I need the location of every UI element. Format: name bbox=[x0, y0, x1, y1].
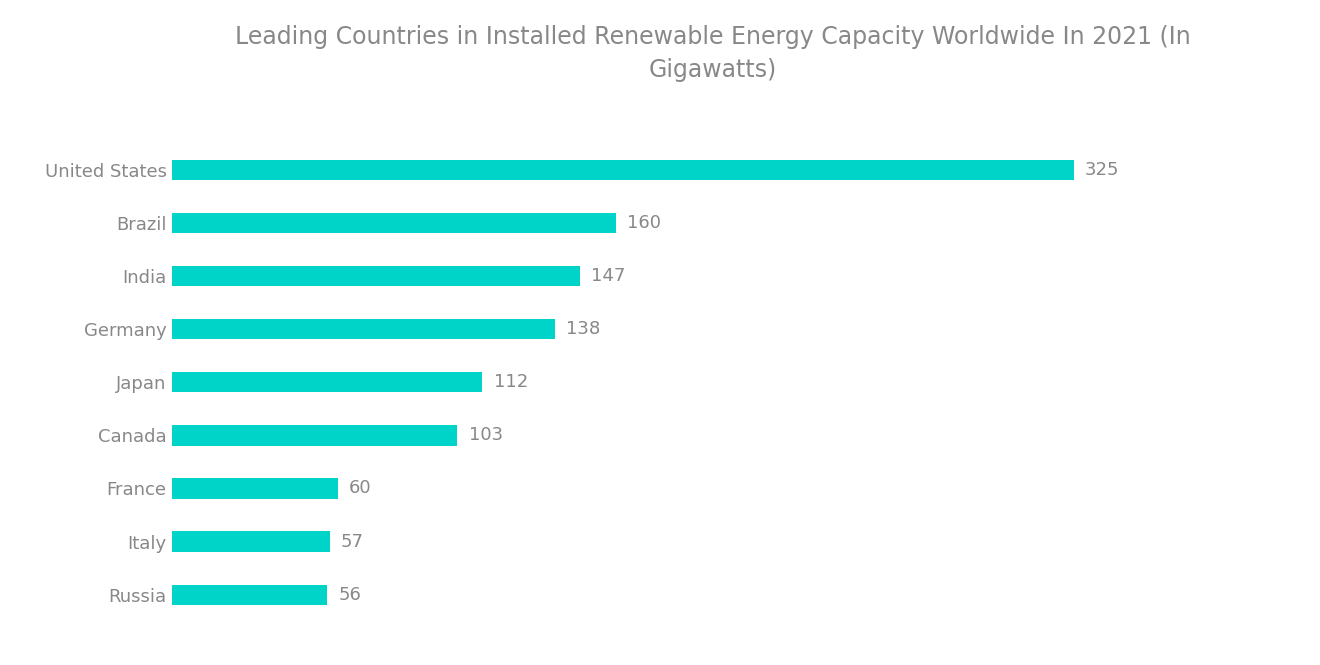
Text: 147: 147 bbox=[590, 267, 626, 285]
Bar bbox=[172, 319, 554, 339]
Bar bbox=[172, 266, 579, 287]
Text: 57: 57 bbox=[341, 533, 364, 551]
Text: 103: 103 bbox=[469, 426, 503, 444]
Title: Leading Countries in Installed Renewable Energy Capacity Worldwide In 2021 (In
G: Leading Countries in Installed Renewable… bbox=[235, 25, 1191, 82]
Bar bbox=[172, 478, 338, 499]
Text: 112: 112 bbox=[494, 373, 528, 392]
Bar bbox=[172, 213, 615, 233]
Bar bbox=[172, 531, 330, 552]
Bar bbox=[172, 160, 1073, 180]
Text: 56: 56 bbox=[338, 586, 360, 604]
Bar bbox=[172, 372, 482, 392]
Text: 138: 138 bbox=[566, 321, 601, 338]
Text: 325: 325 bbox=[1085, 161, 1119, 179]
Bar bbox=[172, 426, 458, 446]
Text: 160: 160 bbox=[627, 214, 661, 232]
Text: 60: 60 bbox=[350, 479, 372, 497]
Bar bbox=[172, 585, 327, 604]
